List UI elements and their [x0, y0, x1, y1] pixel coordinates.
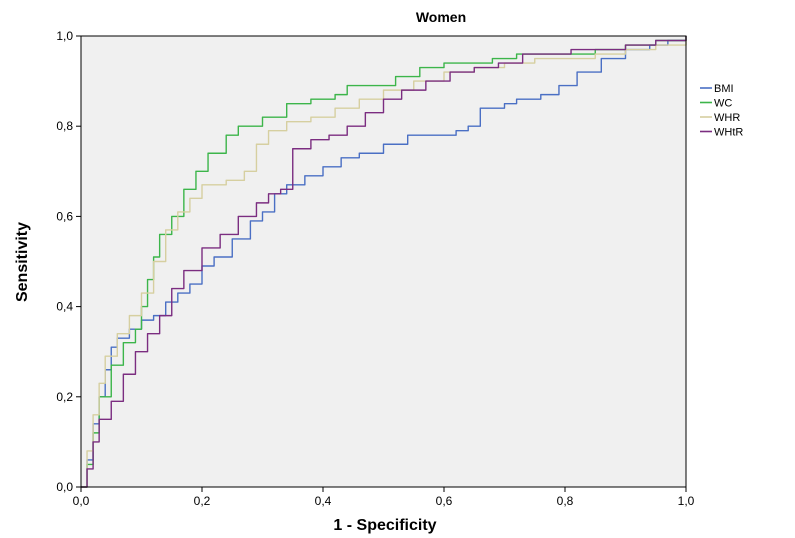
legend-label: WHtR	[714, 127, 743, 139]
y-tick-label: 0,8	[56, 119, 73, 133]
legend-label: WHR	[714, 112, 740, 124]
x-tick-label: 0,0	[73, 494, 90, 508]
series-line-whtr	[81, 36, 687, 488]
plot-frame	[80, 35, 687, 488]
y-tick-label: 1,0	[56, 29, 73, 43]
x-tick-label: 0,4	[315, 494, 332, 508]
x-tick-label: 0,8	[557, 494, 574, 508]
y-tick-label: 0,2	[56, 390, 73, 404]
x-tick-label: 0,2	[194, 494, 211, 508]
series-line-bmi	[81, 36, 687, 488]
x-tick-label: 0,6	[436, 494, 453, 508]
reference-diagonal	[80, 35, 687, 488]
y-tick-label: 0,4	[56, 300, 73, 314]
y-tick-label: 0,0	[56, 480, 73, 494]
y-axis-label: Sensitivity	[14, 222, 31, 302]
legend: BMI WC WHR WHtR	[700, 83, 743, 139]
series-line-whr	[81, 36, 687, 488]
series-line-wc	[81, 36, 687, 488]
x-axis-label: 1 - Specificity	[333, 517, 436, 534]
x-tick-label: 1,0	[678, 494, 695, 508]
legend-label: BMI	[714, 83, 734, 95]
y-tick-label: 0,6	[56, 209, 73, 223]
chart-title: Women	[416, 9, 466, 25]
legend-label: WC	[714, 98, 732, 110]
